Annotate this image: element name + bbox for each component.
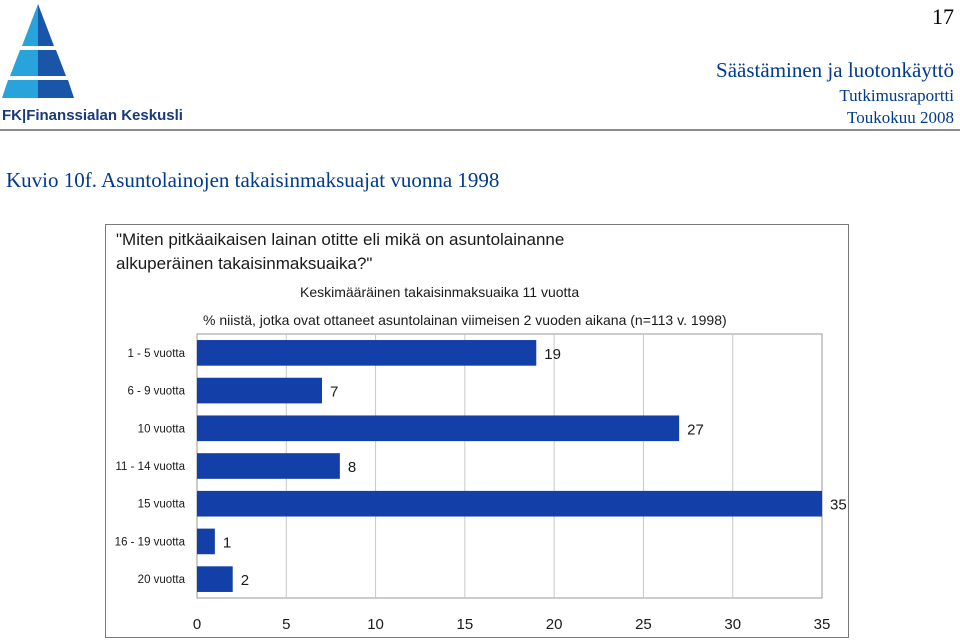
x-tick-label: 25 <box>635 616 652 633</box>
fk-logo: FK|Finanssialan Keskusliitto <box>2 4 182 124</box>
x-tick-label: 0 <box>193 616 201 633</box>
header-divider <box>0 129 960 131</box>
logo-triangle-right <box>38 4 54 46</box>
category-label: 11 - 14 vuotta <box>116 461 186 473</box>
header-subtitle-date: Toukokuu 2008 <box>847 108 954 127</box>
chart-subtitle: Keskimääräinen takaisinmaksuaika 11 vuot… <box>300 284 580 300</box>
category-label: 20 vuotta <box>138 574 186 586</box>
bar <box>197 566 233 592</box>
chart-question-line-2: alkuperäinen takaisinmaksuaika?" <box>116 254 373 273</box>
x-tick-label: 15 <box>457 616 474 633</box>
bar <box>197 340 537 366</box>
value-label: 27 <box>687 421 704 438</box>
header-title: Säästäminen ja luotonkäyttö <box>716 58 954 82</box>
x-tick-label: 20 <box>546 616 563 633</box>
category-label: 10 vuotta <box>138 423 186 435</box>
bar <box>197 490 822 517</box>
logo-band-left-3 <box>2 80 38 98</box>
value-label: 2 <box>241 572 249 589</box>
logo-band-right-2 <box>38 50 66 76</box>
value-label: 19 <box>544 346 561 363</box>
logo-triangle-left <box>22 4 38 46</box>
chart-note: % niistä, jotka ovat ottaneet asuntolain… <box>203 312 727 328</box>
value-label: 8 <box>348 459 356 476</box>
x-tick-label: 30 <box>724 616 741 633</box>
logo-wordmark: FK|Finanssialan Keskusliitto <box>2 107 182 124</box>
chart-frame <box>105 224 849 638</box>
bar <box>197 528 215 555</box>
category-label: 6 - 9 vuotta <box>127 386 185 398</box>
page-number: 17 <box>932 4 954 29</box>
category-label: 1 - 5 vuotta <box>127 348 185 360</box>
bar <box>197 415 680 442</box>
bar <box>197 377 322 404</box>
category-label: 16 - 19 vuotta <box>115 536 186 548</box>
value-label: 1 <box>223 534 231 551</box>
logo-band-right-3 <box>38 80 74 98</box>
logo-band-left-2 <box>10 50 38 76</box>
x-tick-label: 10 <box>367 616 384 633</box>
x-tick-label: 5 <box>282 616 290 633</box>
figure-caption: Kuvio 10f. Asuntolainojen takaisinmaksua… <box>6 168 500 192</box>
value-label: 7 <box>330 384 338 401</box>
chart-question-line-1: "Miten pitkäaikaisen lainan otitte eli m… <box>116 230 565 249</box>
x-tick-label: 35 <box>814 616 831 633</box>
bar <box>197 453 340 479</box>
header-subtitle-report: Tutkimusraportti <box>839 86 954 105</box>
category-label: 15 vuotta <box>138 499 186 511</box>
value-label: 35 <box>830 497 847 514</box>
